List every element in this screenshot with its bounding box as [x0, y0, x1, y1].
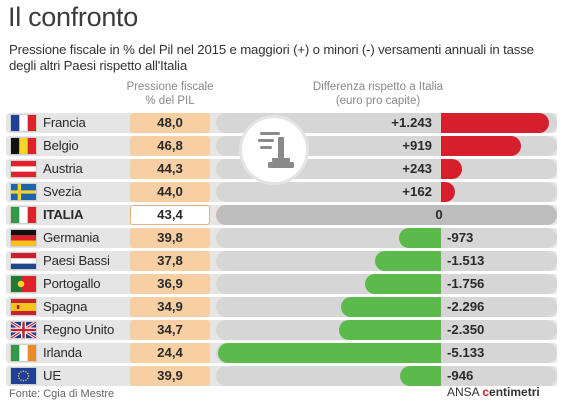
pil-value: 37,8	[130, 251, 210, 271]
belgium-flag-icon	[10, 137, 37, 155]
diff-bar-positive	[441, 159, 463, 179]
ireland-flag-icon	[10, 344, 37, 362]
country-label: Spagna	[43, 299, 88, 314]
source-note: Fonte: Cgia di Mestre	[9, 388, 115, 400]
diff-track	[216, 297, 557, 317]
tax-stamp-icon	[242, 118, 306, 182]
credit-brand: centimetri	[482, 385, 540, 399]
diff-value: 0	[435, 207, 443, 222]
country-label: Austria	[43, 161, 83, 176]
diff-track	[216, 251, 557, 271]
diff-value: +1.243	[391, 115, 432, 130]
diff-bar-negative	[364, 274, 441, 294]
netherlands-flag-icon	[10, 252, 37, 270]
diff-track	[216, 228, 557, 248]
pil-value: 46,8	[130, 136, 210, 156]
pil-value: 44,0	[130, 182, 210, 202]
pil-value: 24,4	[130, 343, 210, 363]
diff-value: -5.133	[447, 345, 485, 360]
diff-track	[216, 205, 557, 225]
diff-track	[216, 113, 557, 133]
diff-value: +243	[402, 161, 432, 176]
pil-value: 34,7	[130, 320, 210, 340]
diff-bar-negative	[341, 297, 441, 317]
diff-value: -1.756	[447, 276, 485, 291]
diff-bar-positive	[441, 113, 550, 133]
pil-value: 39,9	[130, 366, 210, 386]
chart-title: Il confronto	[8, 2, 138, 32]
diff-track	[216, 366, 557, 386]
portugal-flag-icon	[10, 275, 37, 293]
diff-bar-positive	[441, 182, 456, 202]
diff-value: -2.296	[447, 299, 485, 314]
sweden-flag-icon	[10, 183, 37, 201]
chart-subtitle: Pressione fiscale in % del Pil nel 2015 …	[9, 42, 534, 73]
credit: ANSA centimetri	[447, 385, 540, 399]
country-label: ITALIA	[43, 207, 84, 222]
country-label: Germania	[43, 230, 100, 245]
diff-bar-positive	[441, 136, 521, 156]
pil-value: 48,0	[130, 113, 210, 133]
diff-bar-negative	[218, 343, 441, 363]
diff-value: -1.513	[447, 253, 485, 268]
eu-flag-icon	[10, 367, 37, 385]
credit-prefix: ANSA	[447, 385, 480, 399]
country-label: Regno Unito	[43, 322, 115, 337]
country-label: Svezia	[43, 184, 82, 199]
pil-value: 43,4	[130, 205, 210, 225]
column-header-pil: Pressione fiscale% del PIL	[126, 81, 214, 107]
italy-flag-icon	[10, 206, 37, 224]
diff-bar-negative	[399, 366, 441, 386]
country-label: Belgio	[43, 138, 79, 153]
pil-value: 34,9	[130, 297, 210, 317]
diff-track	[216, 182, 557, 202]
country-label: Portogallo	[43, 276, 101, 291]
diff-value: +162	[402, 184, 432, 199]
diff-bar-negative	[398, 228, 441, 248]
pil-value: 44,3	[130, 159, 210, 179]
country-label: Paesi Bassi	[43, 253, 110, 268]
column-header-diff: Differenza rispetto a Italia (euro pro ca…	[312, 81, 444, 107]
country-label: UE	[43, 368, 61, 383]
diff-value: -973	[447, 230, 474, 245]
diff-bar-negative	[338, 320, 441, 340]
germany-flag-icon	[10, 229, 37, 247]
pil-value: 39,8	[130, 228, 210, 248]
country-label: Francia	[43, 115, 86, 130]
france-flag-icon	[10, 114, 37, 132]
diff-value: +919	[402, 138, 432, 153]
uk-flag-icon	[10, 321, 37, 339]
spain-flag-icon	[10, 298, 37, 316]
austria-flag-icon	[10, 160, 37, 178]
diff-track	[216, 320, 557, 340]
diff-track	[216, 274, 557, 294]
diff-value: -946	[447, 368, 474, 383]
pil-value: 36,9	[130, 274, 210, 294]
country-label: Irlanda	[43, 345, 82, 360]
diff-bar-negative	[375, 251, 441, 271]
diff-track	[216, 343, 557, 363]
diff-value: -2.350	[447, 322, 485, 337]
